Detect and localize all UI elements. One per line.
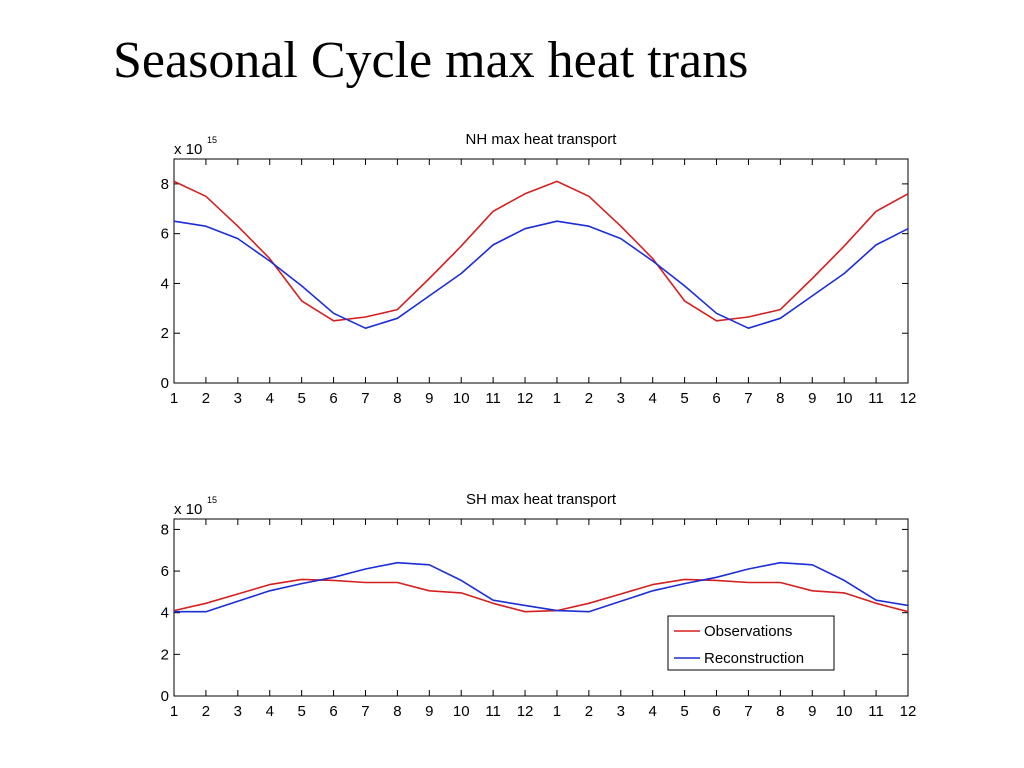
x-tick-label: 3 [234, 390, 242, 407]
chart-title: NH max heat transport [466, 131, 618, 148]
scale-exponent: 15 [207, 495, 217, 505]
x-tick-label: 12 [900, 703, 917, 720]
x-tick-label: 6 [329, 390, 337, 407]
x-tick-label: 3 [234, 703, 242, 720]
x-tick-label: 5 [680, 703, 688, 720]
x-tick-label: 12 [900, 390, 917, 407]
x-tick-label: 2 [202, 390, 210, 407]
x-tick-label: 8 [776, 703, 784, 720]
x-tick-label: 12 [517, 703, 534, 720]
y-tick-label: 2 [161, 325, 169, 342]
y-tick-label: 4 [161, 605, 169, 622]
x-tick-label: 8 [393, 390, 401, 407]
x-tick-label: 11 [868, 703, 884, 720]
x-tick-label: 8 [393, 703, 401, 720]
x-tick-label: 1 [170, 703, 178, 720]
x-tick-label: 10 [836, 390, 853, 407]
y-tick-label: 4 [161, 275, 169, 292]
x-tick-label: 7 [361, 703, 369, 720]
chart-title: SH max heat transport [466, 491, 617, 508]
legend-label: Reconstruction [704, 650, 804, 667]
x-tick-label: 4 [649, 390, 657, 407]
x-tick-label: 5 [297, 703, 305, 720]
series-line-reconstruction [173, 220, 909, 330]
x-tick-label: 2 [585, 390, 593, 407]
x-tick-label: 6 [329, 703, 337, 720]
y-tick-label: 0 [161, 375, 169, 392]
x-tick-label: 1 [170, 390, 178, 407]
x-tick-label: 3 [617, 703, 625, 720]
series-line-observations [173, 578, 909, 613]
y-tick-label: 8 [161, 521, 169, 538]
x-tick-label: 8 [776, 390, 784, 407]
series-line-reconstruction [174, 561, 909, 613]
x-tick-label: 7 [744, 703, 752, 720]
legend: Observations Reconstruction [667, 615, 835, 671]
x-tick-label: 9 [808, 390, 816, 407]
x-tick-label: 11 [485, 390, 501, 407]
x-tick-label: 4 [266, 703, 274, 720]
x-tick-label: 7 [361, 390, 369, 407]
x-tick-label: 11 [868, 390, 884, 407]
x-tick-label: 9 [425, 703, 433, 720]
x-tick-label: 2 [202, 703, 210, 720]
x-tick-label: 10 [453, 703, 470, 720]
x-tick-label: 10 [836, 703, 853, 720]
x-tick-label: 10 [453, 390, 470, 407]
series-line-observations [173, 180, 909, 322]
x-tick-label: 4 [266, 390, 274, 407]
y-tick-label: 6 [161, 563, 169, 580]
x-tick-label: 7 [744, 390, 752, 407]
x-tick-label: 3 [617, 390, 625, 407]
y-tick-label: 8 [161, 176, 169, 193]
x-tick-label: 5 [297, 390, 305, 407]
scale-exponent-label: x 10 [174, 501, 202, 518]
plot-frame [173, 158, 909, 384]
x-tick-label: 5 [680, 390, 688, 407]
y-tick-label: 2 [161, 646, 169, 663]
legend-box [667, 615, 835, 671]
x-tick-label: 1 [553, 390, 561, 407]
y-tick-label: 6 [161, 226, 169, 243]
y-tick-label: 0 [161, 688, 169, 705]
x-tick-label: 6 [712, 703, 720, 720]
x-tick-label: 9 [425, 390, 433, 407]
x-tick-label: 12 [517, 390, 534, 407]
x-tick-label: 9 [808, 703, 816, 720]
x-tick-label: 4 [649, 703, 657, 720]
x-tick-label: 1 [553, 703, 561, 720]
scale-exponent-label: x 10 [174, 141, 202, 158]
slide-title: Seasonal Cycle max heat trans [113, 32, 749, 89]
scale-exponent: 15 [207, 135, 217, 145]
x-tick-label: 6 [712, 390, 720, 407]
x-tick-label: 11 [485, 703, 501, 720]
x-tick-label: 2 [585, 703, 593, 720]
legend-label: Observations [704, 623, 792, 640]
